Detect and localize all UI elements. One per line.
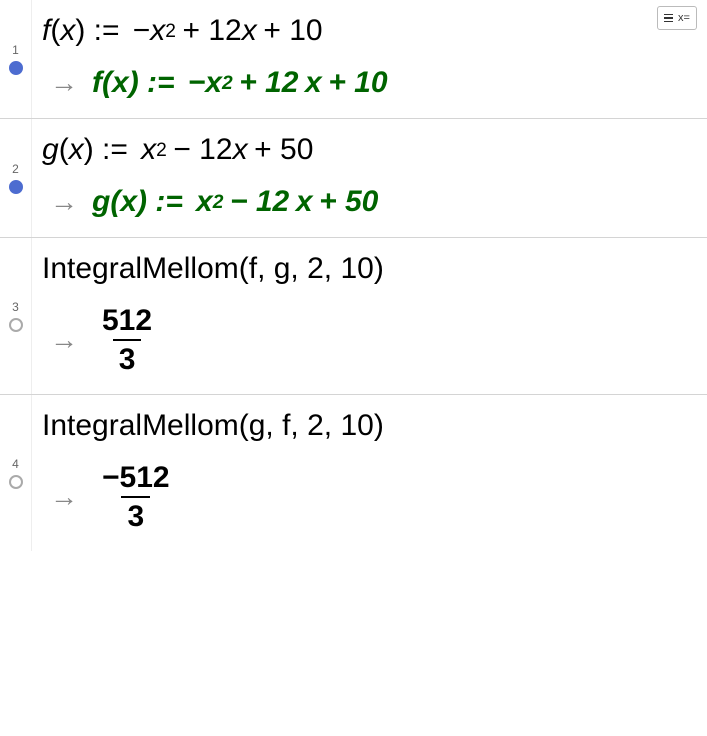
cas-row[interactable]: 3 IntegralMellom(f, g, 2, 10) → 512 3 [0, 238, 707, 395]
row-index: 4 [12, 457, 19, 471]
output-arrow-icon: → [50, 481, 78, 513]
input-expression[interactable]: IntegralMellom(f, g, 2, 10) [42, 252, 697, 286]
output-arrow-icon: → [50, 186, 78, 218]
cas-cell: IntegralMellom(f, g, 2, 10) → 512 3 [32, 238, 707, 394]
row-index: 2 [12, 162, 19, 176]
row-index: 3 [12, 300, 19, 314]
input-expression[interactable]: g(x) := x2 − 12x + 50 [42, 133, 697, 167]
input-expression[interactable]: IntegralMellom(g, f, 2, 10) [42, 409, 697, 443]
output-line: → g(x) := x2 − 12x + 50 [42, 185, 697, 219]
output-expression: −512 3 [92, 461, 180, 533]
fraction: −512 3 [96, 461, 176, 533]
output-expression: 512 3 [92, 304, 162, 376]
output-expression: f(x) := −x2 + 12x + 10 [92, 66, 388, 100]
cas-cell: g(x) := x2 − 12x + 50 → g(x) := x2 − 12x… [32, 119, 707, 237]
output-arrow-icon: → [50, 67, 78, 99]
visibility-marker-icon[interactable] [9, 318, 23, 332]
fraction: 512 3 [96, 304, 158, 376]
row-gutter: 4 [0, 395, 32, 551]
cas-row[interactable]: 4 IntegralMellom(g, f, 2, 10) → −512 3 [0, 395, 707, 551]
row-gutter: 3 [0, 238, 32, 394]
output-line: → −512 3 [42, 461, 697, 533]
output-line: → f(x) := −x2 + 12x + 10 [42, 66, 697, 100]
row-index: 1 [12, 43, 19, 57]
visibility-marker-icon[interactable] [9, 475, 23, 489]
cas-row[interactable]: 1 f(x) := −x2 + 12x + 10 → f(x) := −x2 +… [0, 0, 707, 119]
cas-cell: IntegralMellom(g, f, 2, 10) → −512 3 [32, 395, 707, 551]
output-expression: g(x) := x2 − 12x + 50 [92, 185, 378, 219]
visibility-marker-icon[interactable] [9, 61, 23, 75]
row-gutter: 1 [0, 0, 32, 118]
input-expression[interactable]: f(x) := −x2 + 12x + 10 [42, 14, 697, 48]
row-gutter: 2 [0, 119, 32, 237]
cas-cell: f(x) := −x2 + 12x + 10 → f(x) := −x2 + 1… [32, 0, 707, 118]
cas-row[interactable]: 2 g(x) := x2 − 12x + 50 → g(x) := x2 − 1… [0, 119, 707, 238]
visibility-marker-icon[interactable] [9, 180, 23, 194]
output-line: → 512 3 [42, 304, 697, 376]
output-arrow-icon: → [50, 324, 78, 356]
